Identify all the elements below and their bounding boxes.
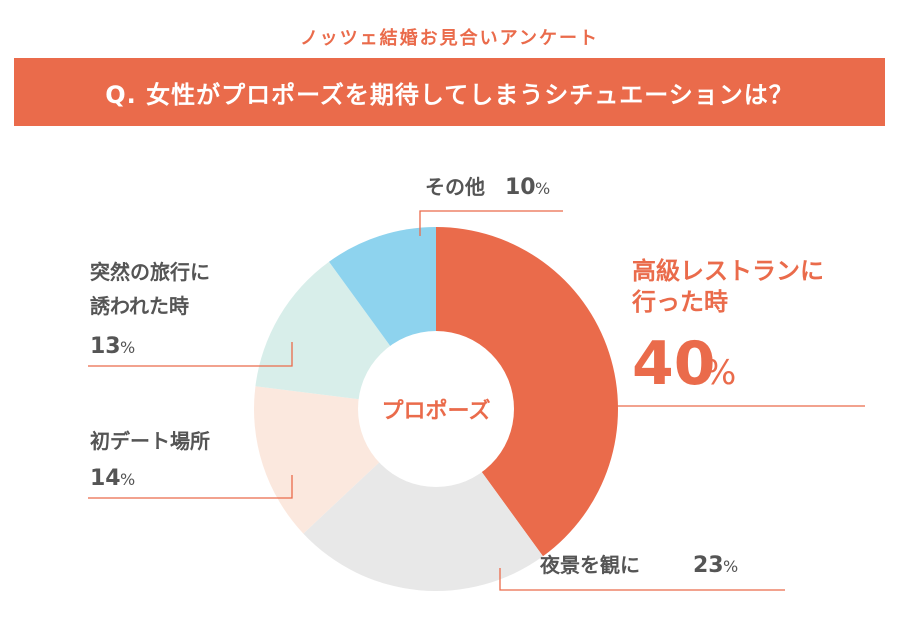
question-banner: Q. 女性がプロポーズを期待してしまうシチュエーションは？	[14, 58, 885, 126]
slice-label-other: その他 10 %	[425, 175, 550, 200]
label-line: 高級レストランに	[632, 257, 824, 285]
label-line: 誘われた時	[90, 294, 189, 318]
value-unit: %	[704, 353, 736, 393]
pie-slice-restaurant	[436, 227, 619, 557]
value-unit: %	[723, 557, 738, 576]
value-number: 13	[90, 334, 121, 359]
question-text: Q. 女性がプロポーズを期待してしまうシチュエーションは？	[105, 80, 794, 109]
donut-hole	[358, 331, 514, 487]
leader-line-other	[419, 210, 563, 236]
value-number: 14	[90, 466, 121, 491]
center-label: プロポーズ	[382, 398, 491, 424]
leader-line-firstdate	[88, 475, 293, 499]
pie-slice-nightview	[303, 409, 543, 592]
value-unit: %	[120, 470, 135, 489]
value-unit: %	[120, 338, 135, 357]
slice-label-travel: 突然の旅行に 誘われた時 13 %	[90, 260, 210, 359]
label-line: 突然の旅行に	[90, 260, 210, 284]
leader-line-nightview	[499, 568, 785, 591]
value-number: 23	[693, 553, 724, 578]
slice-label-restaurant: 高級レストランに 行った時 40 %	[631, 257, 824, 399]
value-number: 40	[632, 329, 716, 399]
label-line: 初デート場所	[90, 429, 210, 453]
label-line: その他	[425, 175, 485, 199]
label-line: 夜景を観に	[539, 553, 640, 577]
label-line: 行った時	[631, 288, 728, 316]
leader-line-travel	[88, 342, 293, 367]
survey-title: ノッツェ結婚お見合いアンケート	[300, 28, 599, 49]
slice-label-nightview: 夜景を観に 23 %	[539, 553, 738, 578]
value-unit: %	[535, 179, 550, 198]
slice-label-firstdate: 初デート場所 14 %	[90, 429, 210, 491]
value-number: 10	[505, 175, 536, 200]
